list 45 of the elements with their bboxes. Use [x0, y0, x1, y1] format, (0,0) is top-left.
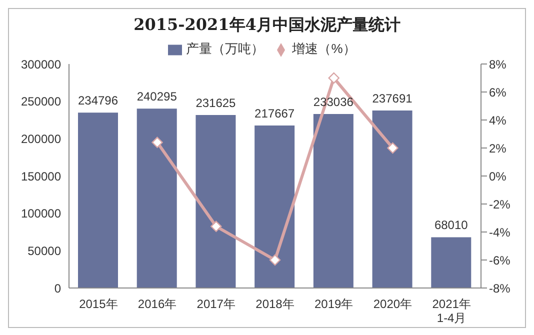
y2-tick-label: 6% [489, 85, 507, 100]
y-tick-label: 100000 [20, 206, 62, 221]
point [269, 254, 281, 266]
x-tick-label: 2015年 [79, 297, 118, 311]
y-tick-label: 0 [54, 281, 62, 296]
y2-tick-label: -6% [489, 253, 511, 268]
data-label: 234796 [78, 94, 118, 108]
x-tick-label: 2016年 [138, 297, 177, 311]
y-tick-label: 300000 [20, 57, 62, 72]
data-label: 237691 [372, 92, 413, 106]
point [387, 142, 398, 154]
data-label: 231625 [196, 96, 236, 110]
y2-tick-label: 4% [489, 113, 507, 128]
y-tick-label: 150000 [20, 169, 62, 184]
chart-title: 2015-2021年4月中国水泥产量统计 [132, 15, 402, 36]
bar [136, 108, 177, 288]
y2-tick-label: 0% [489, 169, 507, 184]
point [210, 220, 222, 232]
x-tick-label: 2019年 [314, 297, 354, 311]
bar [431, 237, 472, 288]
data-label: 217667 [254, 106, 295, 120]
point [152, 136, 163, 148]
x-tick-label: 2020年 [373, 297, 412, 311]
data-label: 240295 [136, 90, 178, 104]
y-tick-label: 200000 [20, 132, 62, 146]
y2-tick-label: -2% [489, 197, 511, 212]
bar [78, 112, 118, 288]
y2-tick-label: 2% [489, 141, 507, 156]
x-tick-label: 2021年 1-4月 [432, 297, 471, 325]
legend-label: 增速（%） [292, 41, 356, 56]
x-tick-label: 2017年 [196, 297, 236, 311]
point [328, 72, 340, 84]
y2-tick-label: -8% [489, 281, 511, 296]
bar [254, 125, 295, 288]
legend-label: 产量（万吨） [186, 41, 264, 56]
y2-tick-label: 8% [489, 57, 507, 72]
y2-tick-label: -4% [489, 225, 511, 240]
x-tick-label: 2018年 [256, 297, 294, 311]
bar [313, 114, 354, 288]
data-label: 68010 [434, 218, 468, 232]
bar [372, 110, 412, 288]
y-tick-label: 250000 [20, 94, 62, 109]
bar [196, 115, 236, 288]
y-tick-label: 50000 [28, 244, 62, 258]
data-label: 233036 [313, 95, 354, 109]
